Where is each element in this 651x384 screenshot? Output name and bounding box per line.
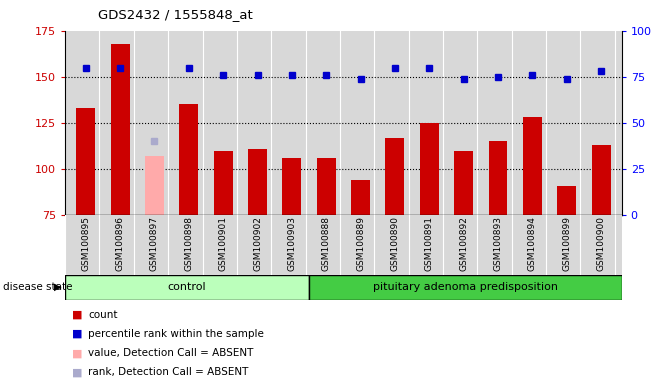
Bar <box>317 158 336 215</box>
Bar <box>420 123 439 215</box>
Bar <box>488 141 508 215</box>
Text: GSM100890: GSM100890 <box>391 216 400 271</box>
Bar <box>76 108 95 215</box>
Bar <box>283 158 301 215</box>
Bar <box>248 149 267 215</box>
Text: GSM100894: GSM100894 <box>528 216 537 271</box>
Bar <box>309 275 622 300</box>
Bar <box>179 104 199 215</box>
Text: GSM100891: GSM100891 <box>425 216 434 271</box>
Text: GSM100901: GSM100901 <box>219 216 228 271</box>
Text: GSM100898: GSM100898 <box>184 216 193 271</box>
Text: GSM100892: GSM100892 <box>459 216 468 271</box>
Bar <box>523 118 542 215</box>
Text: percentile rank within the sample: percentile rank within the sample <box>88 329 264 339</box>
Text: GSM100889: GSM100889 <box>356 216 365 271</box>
Text: control: control <box>167 282 206 292</box>
Text: count: count <box>88 310 117 320</box>
Text: ■: ■ <box>72 367 82 377</box>
Text: pituitary adenoma predisposition: pituitary adenoma predisposition <box>372 282 558 292</box>
Bar <box>145 156 164 215</box>
Text: GSM100888: GSM100888 <box>322 216 331 271</box>
Bar <box>557 185 576 215</box>
Text: GSM100896: GSM100896 <box>116 216 124 271</box>
Text: GSM100897: GSM100897 <box>150 216 159 271</box>
Text: GSM100893: GSM100893 <box>493 216 503 271</box>
Text: ■: ■ <box>72 329 82 339</box>
Text: GSM100903: GSM100903 <box>287 216 296 271</box>
Bar <box>592 145 611 215</box>
Text: ■: ■ <box>72 348 82 358</box>
Bar <box>65 275 309 300</box>
Text: disease state: disease state <box>3 282 73 292</box>
Text: GSM100895: GSM100895 <box>81 216 90 271</box>
Bar <box>351 180 370 215</box>
Bar <box>385 137 404 215</box>
Bar <box>454 151 473 215</box>
Text: GSM100902: GSM100902 <box>253 216 262 271</box>
Text: GDS2432 / 1555848_at: GDS2432 / 1555848_at <box>98 8 253 21</box>
Text: GSM100899: GSM100899 <box>562 216 571 271</box>
Text: GSM100900: GSM100900 <box>596 216 605 271</box>
Bar <box>111 44 130 215</box>
Text: value, Detection Call = ABSENT: value, Detection Call = ABSENT <box>88 348 253 358</box>
Text: rank, Detection Call = ABSENT: rank, Detection Call = ABSENT <box>88 367 248 377</box>
Bar <box>214 151 232 215</box>
Text: ▶: ▶ <box>54 282 62 292</box>
Text: ■: ■ <box>72 310 82 320</box>
